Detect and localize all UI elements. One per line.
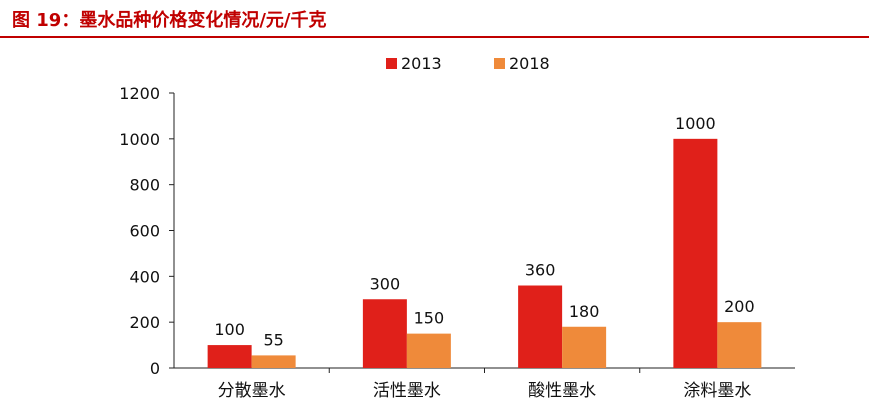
data-label-2018: 200 — [724, 297, 755, 316]
bar-2018 — [717, 322, 762, 368]
data-label-2018: 180 — [569, 302, 600, 321]
y-tick-label: 200 — [129, 313, 160, 332]
x-category-label: 涂料墨水 — [683, 381, 751, 401]
x-category-label: 分散墨水 — [218, 381, 286, 401]
y-tick-label: 600 — [129, 222, 160, 241]
bar-2018 — [562, 326, 607, 368]
y-tick-label: 400 — [129, 267, 160, 286]
legend-swatch-2013 — [386, 58, 397, 69]
y-tick-label: 0 — [150, 359, 160, 378]
data-label-2013: 1000 — [675, 114, 716, 133]
data-label-2013: 360 — [525, 261, 556, 280]
bar-2013 — [673, 138, 718, 368]
bar-2018 — [406, 333, 451, 368]
y-tick-label: 1000 — [119, 130, 160, 149]
bar-2013 — [518, 285, 563, 368]
y-tick-label: 800 — [129, 176, 160, 195]
bar-2013 — [362, 299, 407, 368]
legend-label-2013: 2013 — [401, 54, 442, 73]
x-category-label: 酸性墨水 — [528, 381, 596, 401]
title-divider — [0, 36, 869, 38]
data-label-2013: 300 — [370, 274, 401, 293]
data-label-2013: 100 — [214, 320, 245, 339]
bar-2018 — [251, 355, 296, 368]
data-label-2018: 150 — [414, 309, 445, 328]
bar-2013 — [207, 345, 252, 368]
y-tick-label: 1200 — [119, 84, 160, 103]
legend-label-2018: 2018 — [509, 54, 550, 73]
x-category-label: 活性墨水 — [373, 381, 441, 401]
data-label-2018: 55 — [263, 330, 283, 349]
legend-swatch-2018 — [494, 58, 505, 69]
figure-title: 图 19：墨水品种价格变化情况/元/千克 — [12, 10, 327, 31]
